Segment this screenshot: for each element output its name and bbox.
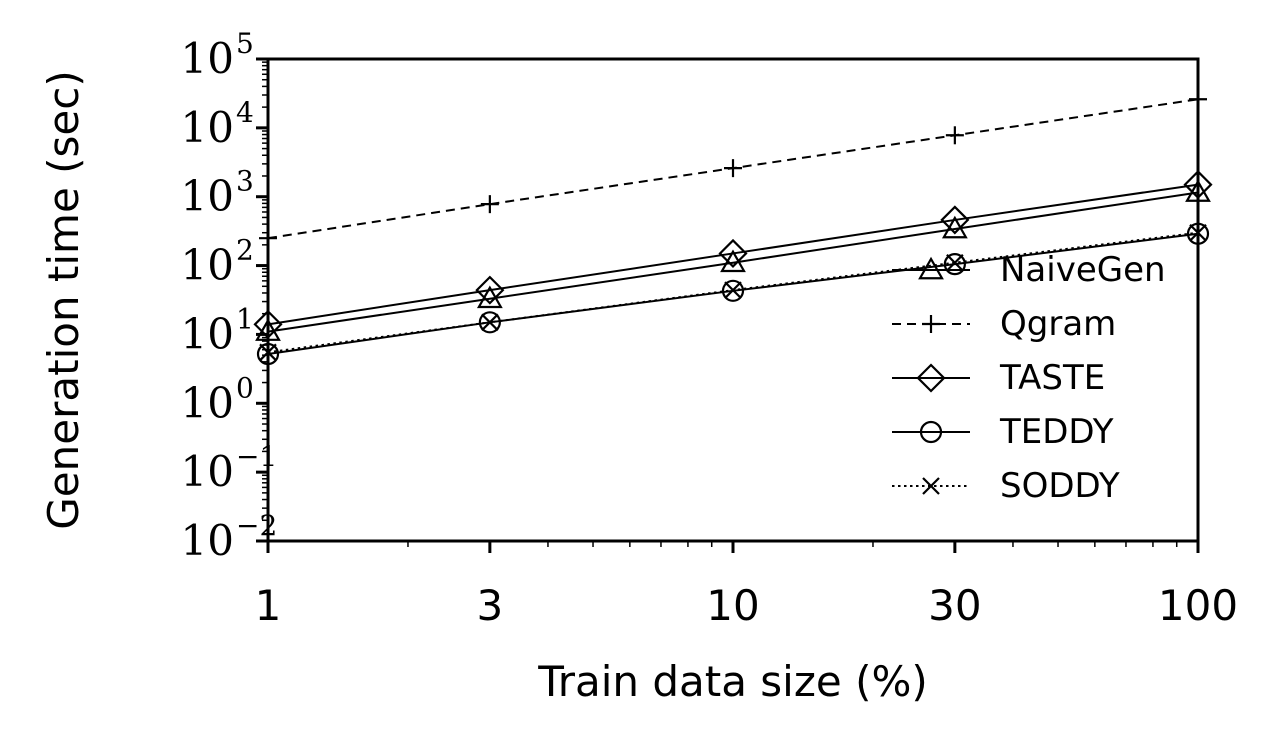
legend-marker-soddy xyxy=(922,477,940,495)
y-tick-exponent-0: −2 xyxy=(236,509,277,542)
legend: NaiveGen Qgram TASTE TEDDY SODDY xyxy=(892,250,1166,506)
y-tick-label-3: 10 xyxy=(181,309,234,358)
y-tick-label-4: 10 xyxy=(181,241,234,290)
data-point-soddy-1 xyxy=(481,313,499,332)
x-axis-ticks: 1 3 10 30 100 xyxy=(255,541,1238,630)
data-point-qgram-1 xyxy=(480,195,499,214)
data-point-taste-1 xyxy=(475,275,505,305)
y-tick-exponent-1: −1 xyxy=(236,440,277,473)
x-axis-label: Train data size (%) xyxy=(537,657,928,706)
x-tick-label-1: 3 xyxy=(476,581,503,630)
legend-marker-teddy xyxy=(919,420,943,444)
legend-marker-naivegen xyxy=(918,256,944,280)
y-axis-label: Generation time (sec) xyxy=(39,70,88,529)
data-point-teddy-2 xyxy=(721,279,745,302)
y-tick-label-0: 10 xyxy=(181,516,234,565)
x-tick-label-3: 30 xyxy=(928,581,981,630)
y-tick-exponent-6: 4 xyxy=(236,96,254,129)
x-tick-label-4: 100 xyxy=(1158,581,1238,630)
series-line-naivegen xyxy=(267,191,1199,333)
legend-label-qgram: Qgram xyxy=(1000,304,1116,344)
y-tick-exponent-2: 0 xyxy=(236,371,254,404)
data-point-taste-3 xyxy=(940,205,970,235)
series-line-taste xyxy=(267,183,1199,326)
legend-label-soddy: SODDY xyxy=(1000,466,1120,506)
y-tick-exponent-4: 2 xyxy=(236,234,254,267)
legend-marker-qgram xyxy=(922,315,940,333)
legend-label-taste: TASTE xyxy=(999,358,1105,398)
legend-label-naivegen: NaiveGen xyxy=(1000,250,1166,290)
y-tick-label-1: 10 xyxy=(181,447,234,496)
y-tick-label-2: 10 xyxy=(181,378,234,427)
x-tick-label-0: 1 xyxy=(255,581,282,630)
plot-area xyxy=(253,90,1213,366)
y-tick-label-7: 10 xyxy=(181,34,234,83)
data-point-qgram-3 xyxy=(945,126,964,145)
data-point-qgram-2 xyxy=(724,159,742,178)
y-tick-exponent-3: 1 xyxy=(236,302,254,335)
data-point-teddy-3 xyxy=(943,253,966,276)
data-point-teddy-1 xyxy=(478,311,501,334)
x-tick-label-2: 10 xyxy=(706,581,759,630)
legend-label-teddy: TEDDY xyxy=(999,412,1114,452)
y-tick-exponent-5: 3 xyxy=(236,165,254,198)
y-tick-label-6: 10 xyxy=(181,103,234,152)
data-point-taste-2 xyxy=(718,238,748,269)
legend-marker-taste xyxy=(916,363,946,393)
y-tick-exponent-7: 5 xyxy=(236,27,254,60)
y-tick-label-5: 10 xyxy=(181,172,234,221)
data-point-soddy-2 xyxy=(724,281,742,299)
data-point-soddy-3 xyxy=(946,253,964,272)
